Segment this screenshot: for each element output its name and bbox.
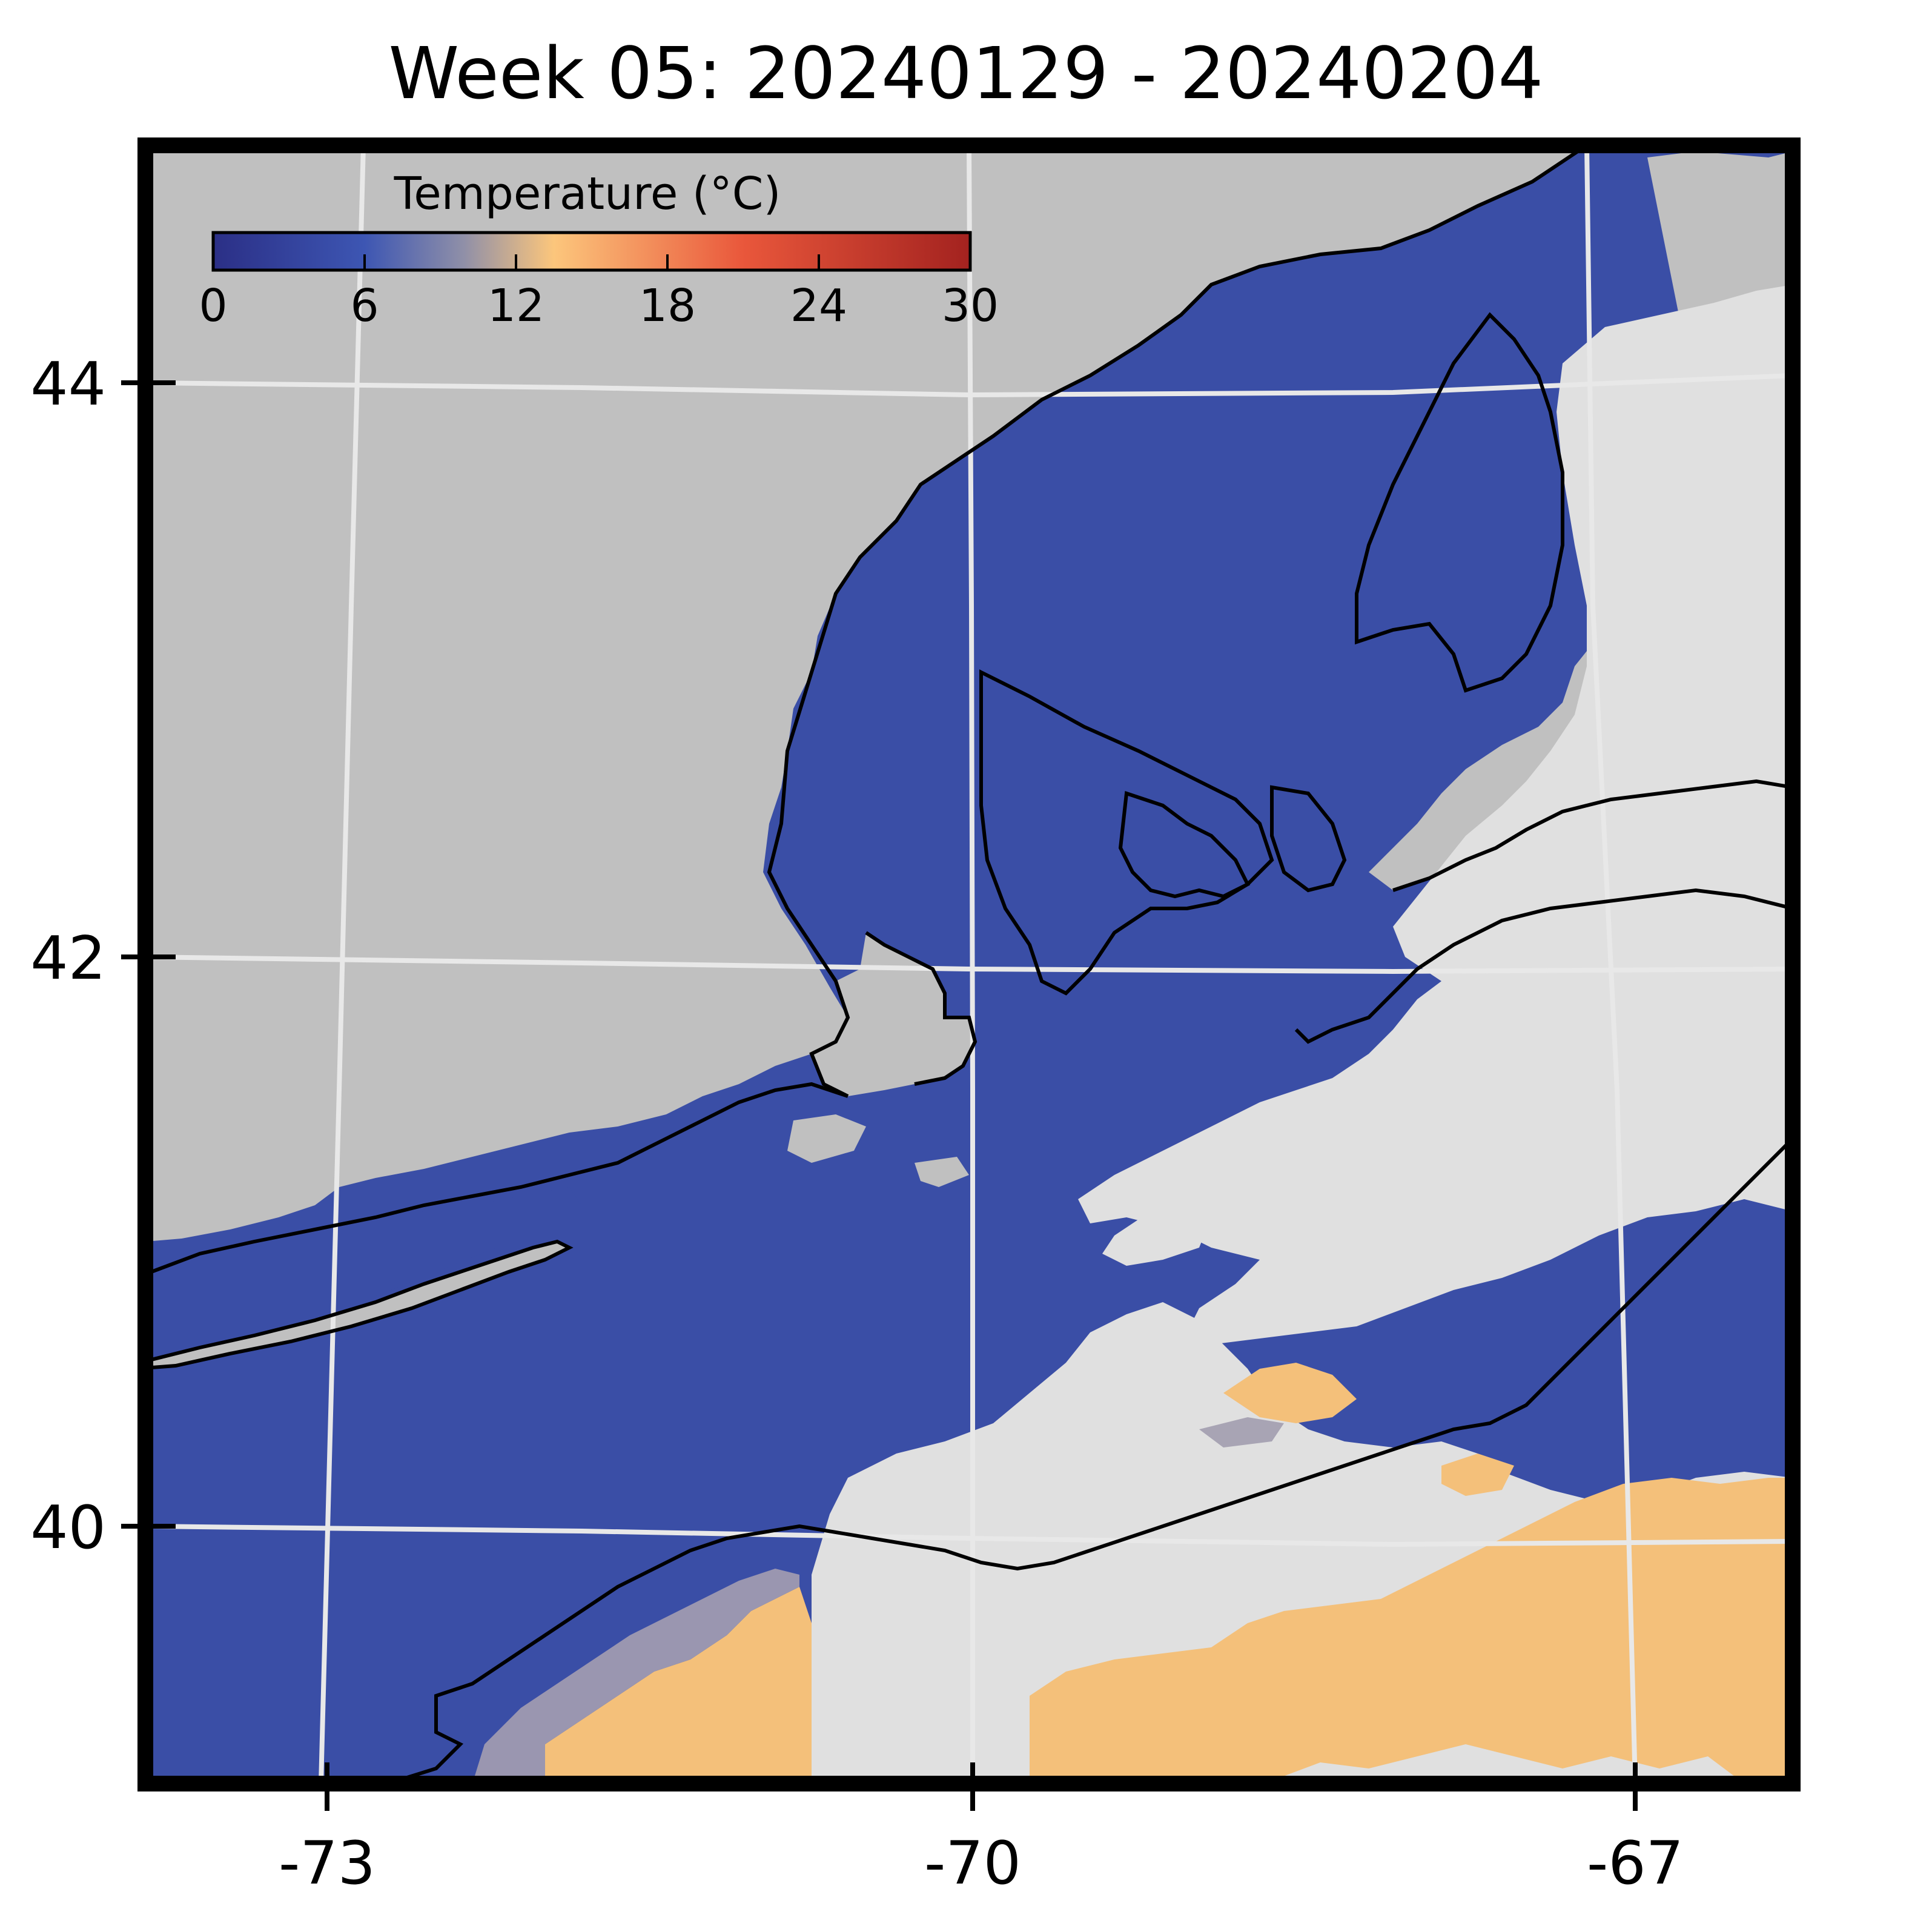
no-data-cloud-east (1078, 285, 1793, 1345)
x-ticks (325, 1762, 1638, 1811)
colorbar-tick-label: 6 (350, 280, 379, 332)
ocean-sound (145, 1187, 581, 1351)
plot-frame (137, 137, 1801, 1791)
no-data-cloud-mid (1102, 1199, 1211, 1266)
colorbar-title: Temperature (°C) (394, 168, 781, 220)
warm-water-se (1030, 1478, 1793, 1784)
colorbar-tick-label: 0 (199, 280, 227, 332)
gray-transition (1199, 1417, 1284, 1447)
coastlines (150, 145, 1793, 1784)
warm-water-sw-grad (472, 1569, 799, 1784)
y-tick-label: 40 (30, 1494, 106, 1563)
y-ticks (121, 380, 176, 1529)
colorbar: Temperature (°C) 0 6 12 18 24 30 (199, 168, 999, 332)
colorbar-tick-label: 24 (790, 280, 847, 332)
warm-water-sw (545, 1587, 812, 1784)
colorbar-gradient (211, 231, 972, 272)
island-nantucket (915, 1157, 969, 1187)
colorbar-tick-label: 18 (639, 280, 696, 332)
warm-water-mid (1223, 1363, 1357, 1423)
y-tick-label: 44 (30, 350, 106, 419)
x-tick-label: -70 (924, 1829, 1021, 1898)
island-marthas-vineyard (787, 1114, 866, 1163)
georges-bank-shoal (981, 672, 1272, 993)
graticule (145, 145, 1793, 1784)
x-tick-label: -73 (279, 1829, 375, 1898)
colorbar-tick-label: 30 (942, 280, 999, 332)
y-tick-label: 42 (30, 924, 106, 993)
colorbar-tick-label: 12 (488, 280, 544, 332)
warm-water-mid2 (1441, 1454, 1514, 1496)
map-title: Week 05: 20240129 - 20240204 (388, 31, 1544, 115)
map-area (145, 145, 1793, 1784)
x-tick-label: -67 (1587, 1829, 1684, 1898)
